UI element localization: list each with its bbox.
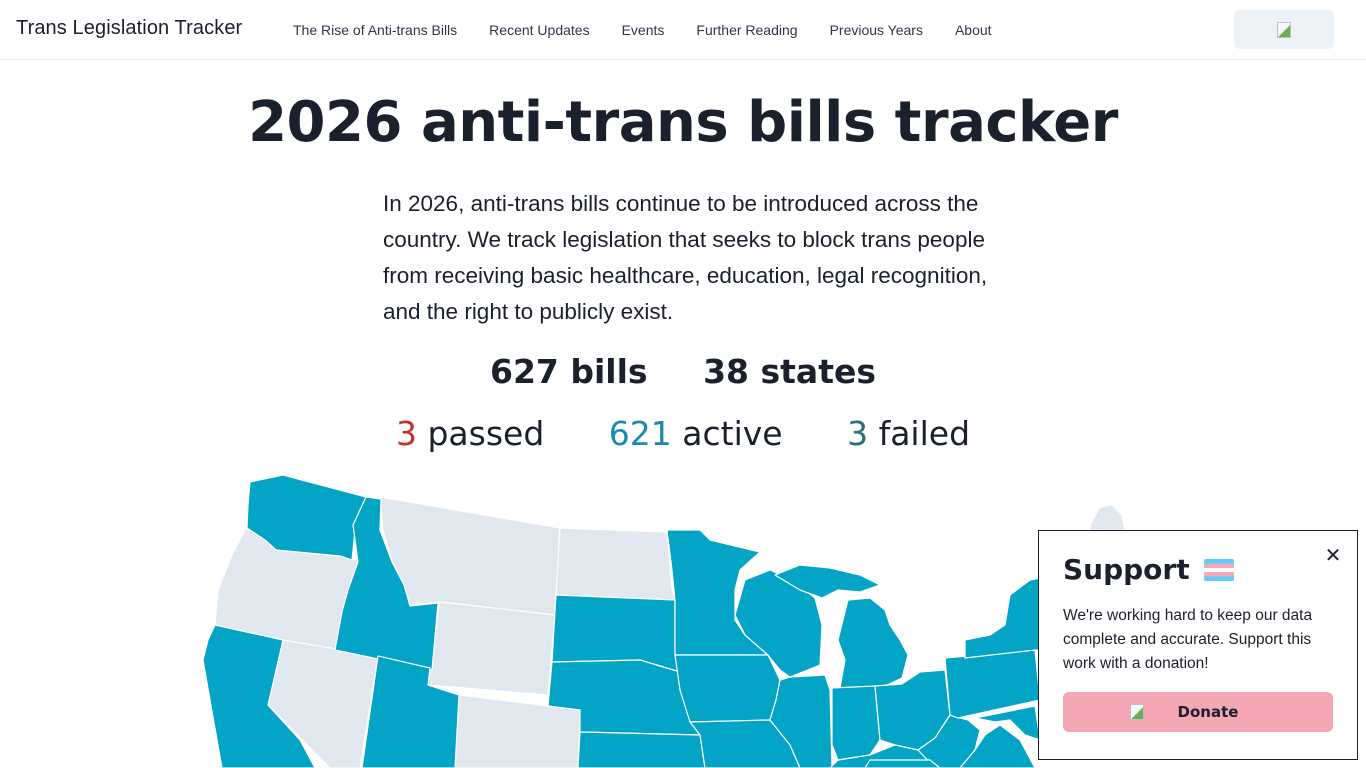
state-TN[interactable]	[864, 759, 941, 768]
close-icon[interactable]: ✕	[1324, 543, 1342, 567]
state-CA[interactable]	[202, 624, 316, 768]
us-map	[0, 460, 1366, 768]
state-MN[interactable]	[666, 529, 769, 656]
state-IL[interactable]	[769, 674, 833, 768]
theme-toggle-button[interactable]	[1234, 10, 1334, 49]
state-MI-UP[interactable]	[774, 564, 881, 599]
states-number: 38	[703, 352, 750, 391]
nav-link-previous-years[interactable]: Previous Years	[829, 22, 923, 38]
failed-label: failed	[878, 414, 971, 453]
navbar: Trans Legislation Tracker The Rise of An…	[0, 0, 1366, 60]
failed-stat: 3 failed	[847, 414, 970, 453]
intro-text: In 2026, anti-trans bills continue to be…	[383, 191, 988, 324]
state-WY[interactable]	[427, 601, 556, 696]
donate-label: Donate	[1177, 703, 1239, 721]
state-VA[interactable]	[959, 724, 1036, 768]
failed-number: 3	[847, 414, 869, 453]
nav-links: The Rise of Anti-trans Bills Recent Upda…	[293, 22, 1024, 38]
status-row: 3 passed 621 active 3 failed	[0, 414, 1366, 453]
state-ID[interactable]	[334, 496, 439, 671]
bills-count: 627 bills	[490, 352, 648, 391]
state-IN[interactable]	[831, 685, 881, 761]
passed-stat: 3 passed	[396, 414, 544, 453]
passed-label: passed	[427, 414, 545, 453]
broken-image-icon	[1129, 704, 1144, 720]
totals-row: 627 bills 38 states	[0, 352, 1366, 391]
nav-link-further-reading[interactable]: Further Reading	[696, 22, 798, 38]
passed-number: 3	[395, 414, 417, 453]
active-number: 621	[608, 414, 672, 453]
support-text: We're working hard to keep our data comp…	[1063, 607, 1313, 672]
state-WA[interactable]	[246, 474, 367, 561]
bills-number: 627	[489, 352, 559, 391]
nav-link-rise[interactable]: The Rise of Anti-trans Bills	[293, 22, 458, 38]
page-title: 2026 anti-trans bills tracker	[248, 90, 1118, 155]
state-KS[interactable]	[577, 731, 706, 768]
state-IA[interactable]	[674, 654, 781, 723]
state-UT[interactable]	[361, 655, 460, 768]
support-title-text: Support	[1063, 553, 1190, 586]
states-count: 38 states	[703, 352, 876, 391]
state-ND[interactable]	[555, 527, 676, 601]
broken-image-icon	[1277, 21, 1291, 38]
support-title: Support	[1063, 553, 1234, 586]
state-ME[interactable]	[1089, 504, 1126, 533]
nav-link-recent-updates[interactable]: Recent Updates	[489, 22, 590, 38]
nav-link-events[interactable]: Events	[621, 22, 665, 38]
bills-label: bills	[570, 352, 648, 391]
nav-link-about[interactable]: About	[954, 22, 992, 38]
state-NY[interactable]	[964, 577, 1041, 659]
state-MI[interactable]	[837, 597, 909, 689]
donate-button[interactable]: Donate	[1063, 692, 1333, 732]
support-popup: Support ✕ We're working hard to keep our…	[1038, 530, 1358, 760]
active-stat: 621 active	[609, 414, 783, 453]
active-label: active	[682, 414, 783, 453]
state-MD[interactable]	[974, 705, 1041, 741]
trans-flag-icon	[1203, 558, 1234, 581]
brand-link[interactable]: Trans Legislation Tracker	[16, 17, 243, 39]
states-label: states	[760, 352, 876, 391]
